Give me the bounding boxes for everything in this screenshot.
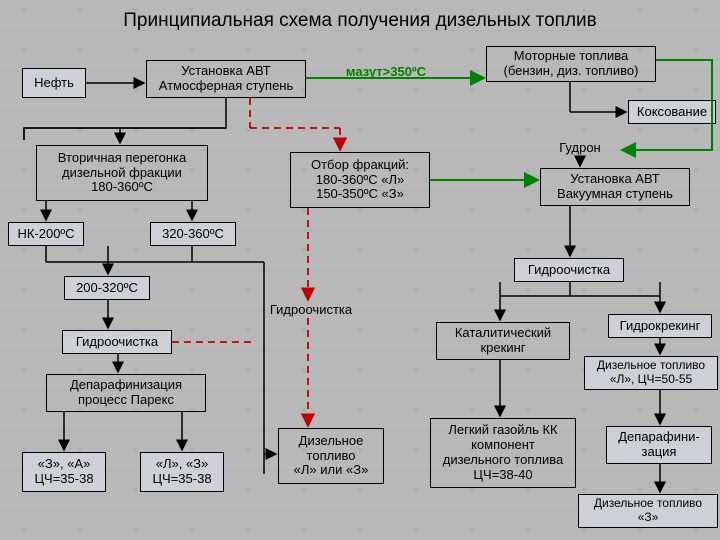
arrows-layer [0,0,720,540]
